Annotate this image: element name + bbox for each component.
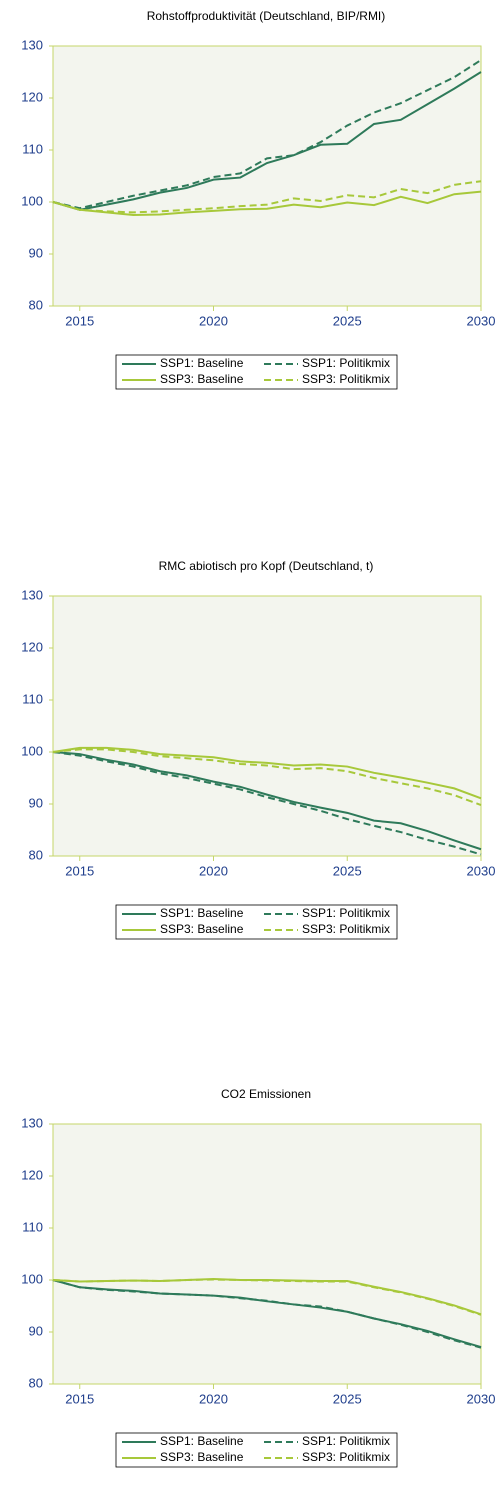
x-tick-label: 2025 [333, 1391, 362, 1406]
series-line [52, 180, 482, 214]
y-tick-label: 100 [21, 193, 43, 208]
y-tick-label: 80 [29, 297, 43, 312]
chart: RMC abiotisch pro Kopf (Deutschland, t) 8… [21, 559, 496, 940]
chart-title: RMC abiotisch pro Kopf (Deutschland, t) [159, 559, 374, 573]
x-tick-label: 2025 [333, 863, 362, 878]
series-line [52, 1278, 482, 1316]
series-line [52, 1279, 482, 1349]
y-tick-label: 90 [29, 795, 43, 810]
chart-title: CO2 Emissionen [221, 1087, 311, 1101]
y-tick-label: 100 [21, 1271, 43, 1286]
y-tick-label: 120 [21, 1167, 43, 1182]
y-tick-label: 100 [21, 743, 43, 758]
series-line [52, 59, 482, 210]
y-tick-label: 80 [29, 847, 43, 862]
y-tick-label: 110 [22, 1219, 43, 1234]
x-tick-label: 2020 [199, 313, 228, 328]
legend-label: SSP1: Politikmix [302, 356, 390, 370]
x-tick-label: 2020 [199, 863, 228, 878]
legend-label: SSP3: Baseline [160, 372, 244, 386]
legend-label: SSP1: Baseline [160, 906, 244, 920]
legend-label: SSP1: Politikmix [302, 1434, 390, 1448]
legend [115, 354, 398, 390]
x-tick-label: 2020 [199, 1391, 228, 1406]
legend [115, 1432, 398, 1468]
x-tick-label: 2025 [333, 313, 362, 328]
y-tick-label: 90 [29, 1323, 43, 1338]
x-tick-label: 2030 [467, 863, 496, 878]
legend-label: SSP3: Baseline [160, 922, 244, 936]
legend-label: SSP3: Baseline [160, 1450, 244, 1464]
series-line [52, 748, 482, 806]
x-tick-label: 2030 [467, 1391, 496, 1406]
legend-label: SSP3: Politikmix [302, 1450, 390, 1464]
x-tick-label: 2015 [65, 1391, 94, 1406]
legend-label: SSP1: Politikmix [302, 906, 390, 920]
legend-label: SSP3: Politikmix [302, 922, 390, 936]
y-tick-label: 80 [29, 1375, 43, 1390]
series-line [52, 746, 482, 800]
y-tick-label: 120 [21, 639, 43, 654]
chart: Rohstoffproduktivität (Deutschland, BIP/… [21, 9, 496, 390]
y-tick-label: 110 [22, 691, 43, 706]
y-tick-label: 90 [29, 245, 43, 260]
y-tick-label: 120 [21, 89, 43, 104]
x-tick-label: 2030 [467, 313, 496, 328]
legend [115, 904, 398, 940]
y-tick-label: 110 [22, 141, 43, 156]
x-tick-label: 2015 [65, 313, 94, 328]
y-tick-label: 130 [21, 37, 43, 52]
series-line [52, 751, 482, 856]
series-line [52, 190, 482, 217]
y-tick-label: 130 [21, 587, 43, 602]
plot-area [52, 45, 482, 307]
plot-area [52, 1123, 482, 1385]
series-line [52, 71, 482, 211]
y-tick-label: 130 [21, 1115, 43, 1130]
plot-area [52, 595, 482, 857]
x-tick-label: 2015 [65, 863, 94, 878]
legend-label: SSP1: Baseline [160, 1434, 244, 1448]
legend-label: SSP1: Baseline [160, 356, 244, 370]
chart: CO2 Emissionen 80 90 100 110 120 130 2015 2020 20… [21, 1087, 496, 1468]
legend-label: SSP3: Politikmix [302, 372, 390, 386]
chart-title: Rohstoffproduktivität (Deutschland, BIP/… [147, 9, 386, 23]
series-line [52, 751, 482, 851]
